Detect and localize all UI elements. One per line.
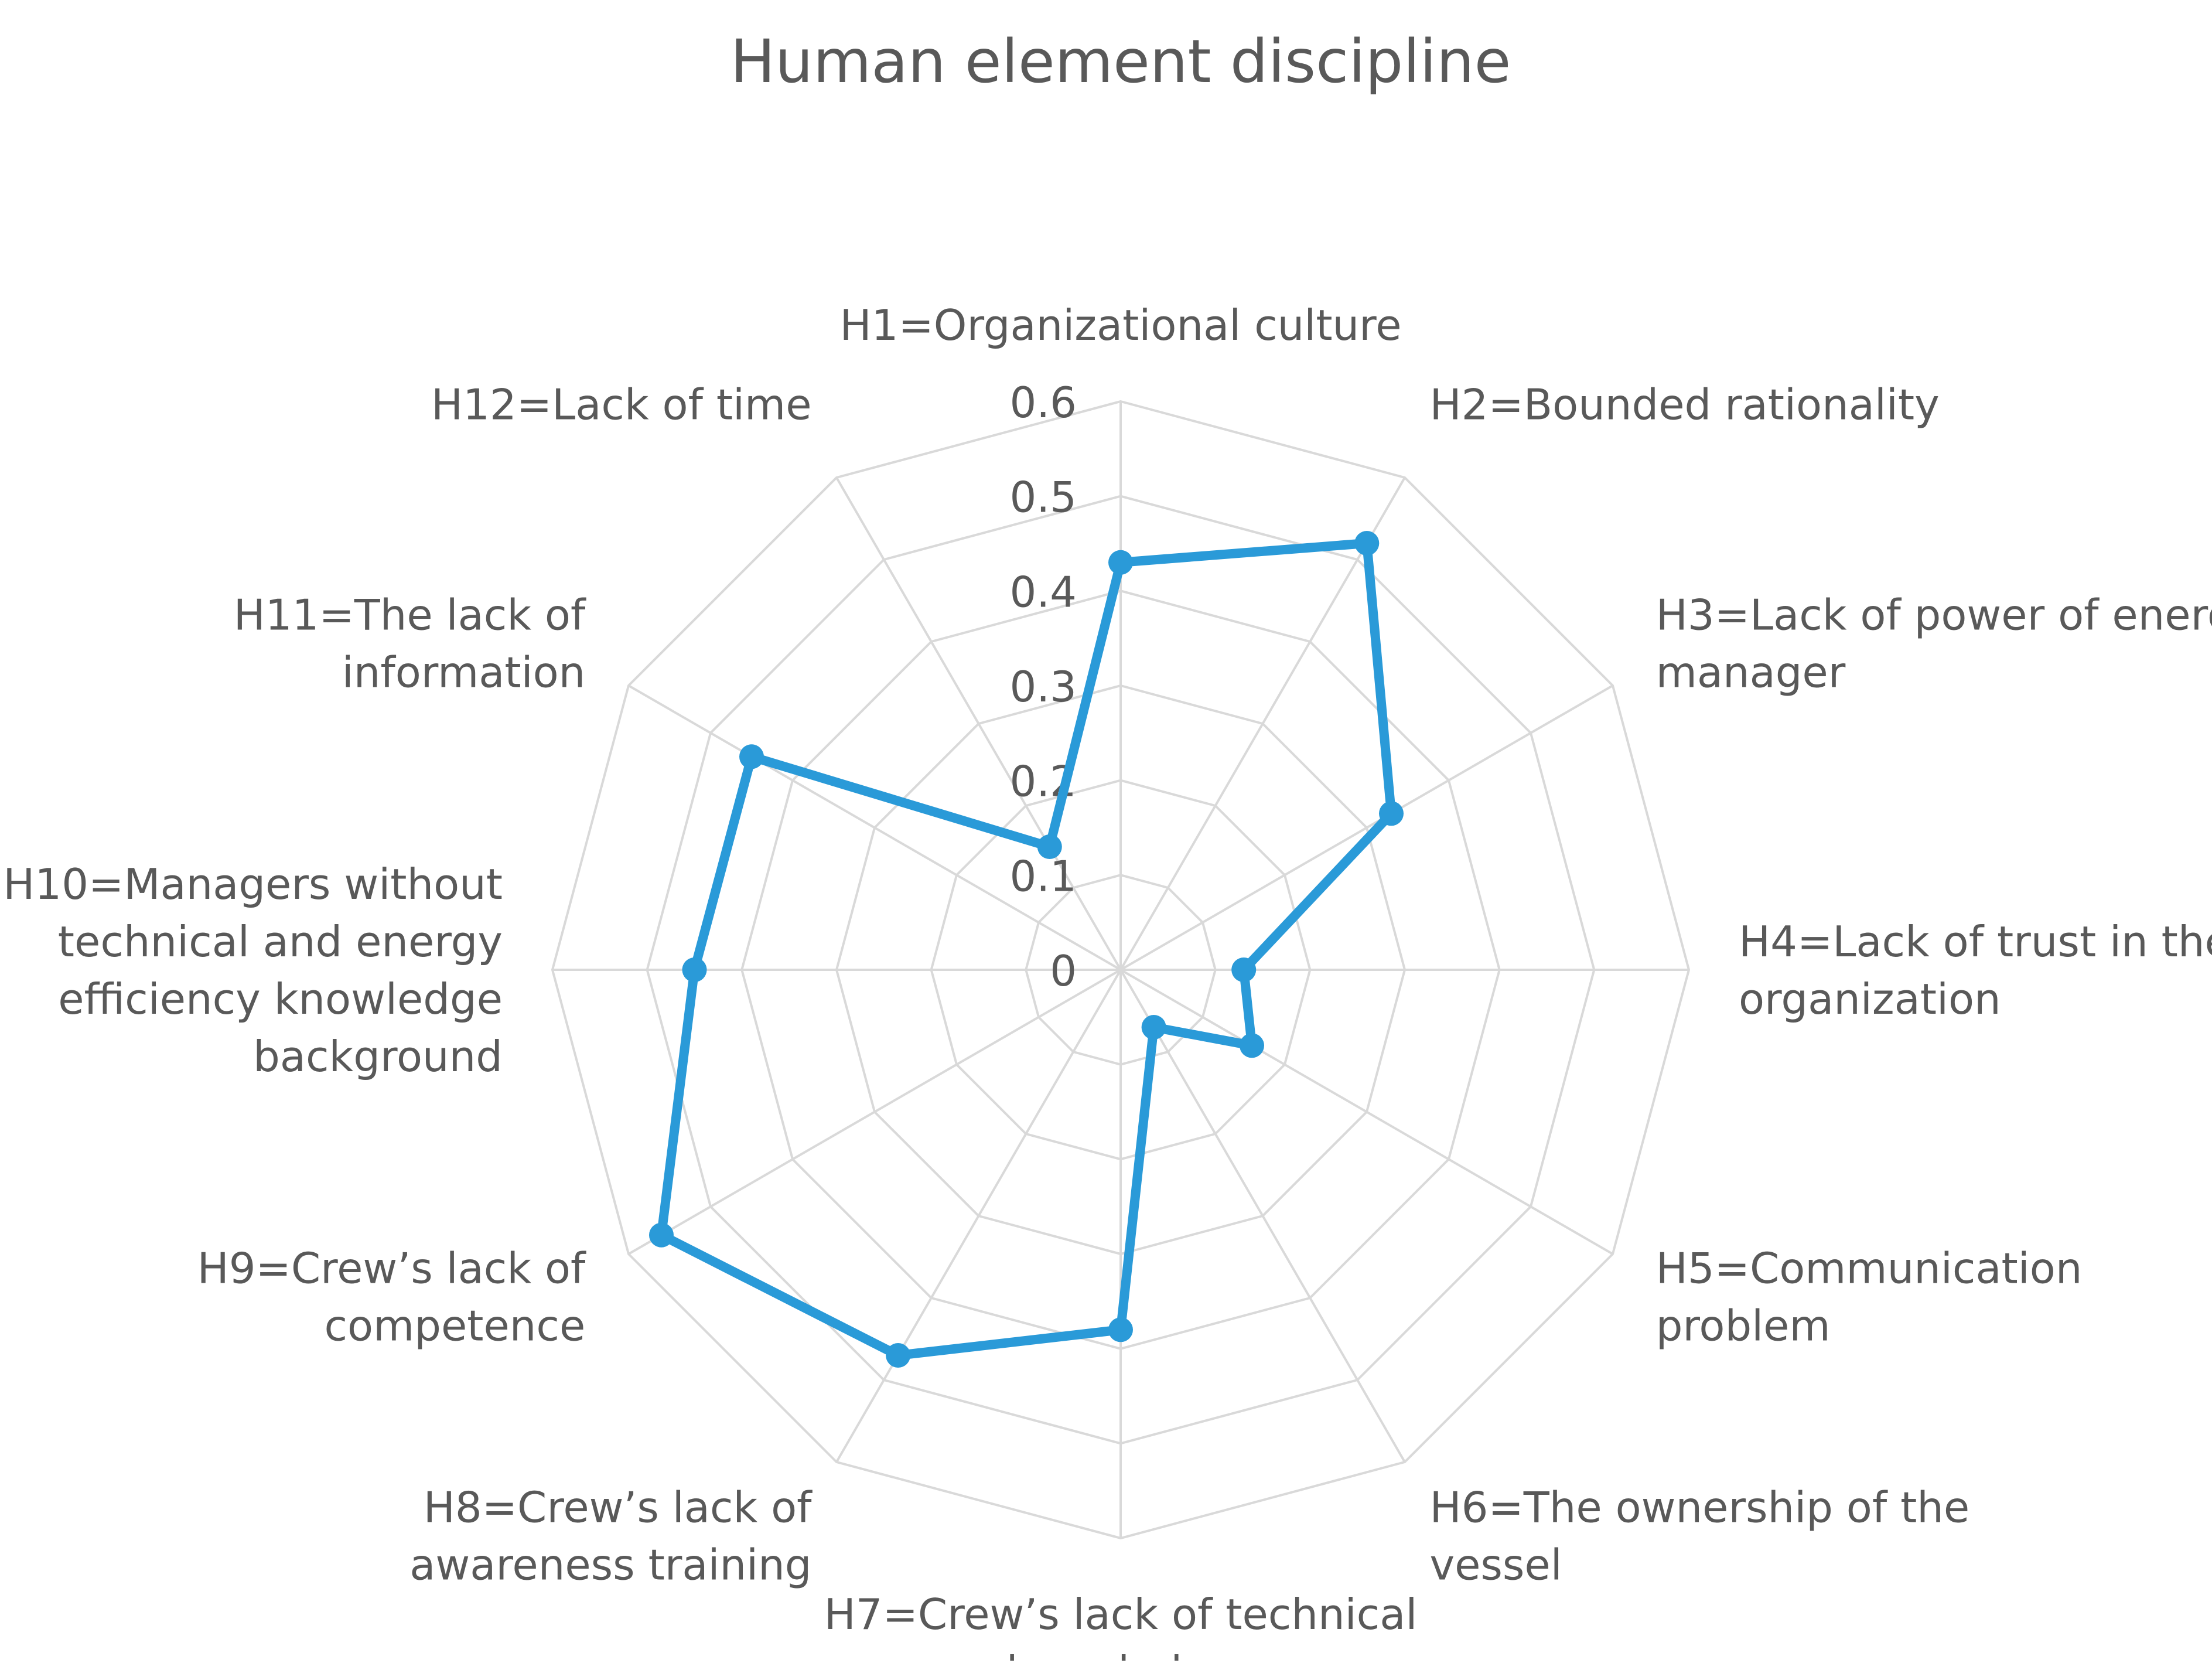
category-label-line: problem	[1656, 1301, 1831, 1351]
axis-spoke	[1119, 476, 1406, 971]
category-label-line: information	[342, 648, 586, 697]
category-label-line: H2=Bounded rationality	[1430, 380, 1940, 429]
data-point	[886, 1343, 911, 1368]
category-label-line: background	[253, 1032, 503, 1081]
category-label-line: H7=Crew’s lack of technical	[824, 1590, 1418, 1639]
category-label-line: H8=Crew’s lack of	[424, 1483, 813, 1532]
category-label-line: H10=Managers without	[3, 860, 503, 909]
tick-label: 0.6	[1009, 378, 1077, 427]
axis-spoke	[835, 476, 1122, 971]
category-label-line: H11=The lack of	[234, 591, 586, 640]
tick-label: 0.4	[1009, 567, 1077, 616]
category-label-line: H4=Lack of trust in the	[1739, 917, 2212, 966]
data-point	[1354, 531, 1380, 556]
category-label-line: efficiency knowledge	[58, 974, 503, 1024]
category-label-line: H1=Organizational culture	[840, 301, 1402, 350]
category-label: H4=Lack of trust in the organization	[1739, 917, 2212, 1024]
category-label-line: competence	[324, 1301, 585, 1351]
category-label: H8=Crew’s lack of awareness training	[409, 1483, 813, 1590]
category-label-line: H12=Lack of time	[431, 380, 811, 429]
category-label-line: organization	[1739, 974, 2001, 1024]
data-point	[682, 957, 707, 982]
category-label: H7=Crew’s lack of technical knowledge	[824, 1590, 1418, 1663]
axis-spoke	[835, 969, 1122, 1463]
axis-spoke	[1119, 969, 1614, 1255]
data-point	[1231, 957, 1257, 982]
tick-label: 0	[1050, 946, 1077, 996]
tick-label: 0.1	[1009, 851, 1077, 901]
category-label: H6=The ownership of the vessel	[1430, 1483, 1970, 1590]
tick-label: 0.5	[1009, 473, 1077, 522]
axis-spoke	[627, 684, 1122, 971]
category-label-line: H6=The ownership of the	[1430, 1483, 1970, 1532]
category-label: H2=Bounded rationality	[1430, 380, 1940, 429]
radar-axes	[552, 401, 1689, 1538]
category-label: H1=Organizational culture	[840, 301, 1402, 350]
data-point	[1108, 1317, 1133, 1342]
radar-category-labels: H1=Organizational culture H2=Bounded rati…	[3, 301, 2212, 1663]
axis-spoke	[627, 969, 1122, 1255]
axis-spoke	[1119, 969, 1406, 1463]
data-point	[1108, 550, 1133, 575]
category-label-line: H9=Crew’s lack of	[197, 1244, 586, 1293]
chart-title: Human element discipline	[730, 27, 1511, 97]
data-point	[1379, 801, 1404, 826]
category-label-line: knowledge	[1006, 1647, 1235, 1661]
data-point	[1240, 1033, 1264, 1058]
radar-series	[649, 531, 1404, 1368]
category-label-line: manager	[1656, 648, 1846, 697]
data-point	[1037, 834, 1062, 859]
axis-spoke	[1119, 684, 1614, 971]
category-label: H3=Lack of power of energy manager	[1656, 591, 2212, 697]
category-label: H5=Communication problem	[1656, 1244, 2083, 1351]
tick-label: 0.3	[1009, 662, 1077, 711]
category-label: H11=The lack of information	[234, 591, 586, 697]
category-label-line: technical and energy	[58, 917, 503, 966]
data-point	[739, 744, 764, 769]
category-label-line: H5=Communication	[1656, 1244, 2083, 1293]
category-label: H10=Managers without technical and energy…	[3, 860, 503, 1081]
category-label-line: vessel	[1430, 1541, 1562, 1590]
category-label: H12=Lack of time	[431, 380, 811, 429]
radar-tick-labels: 00.10.20.30.40.50.6	[1009, 378, 1077, 996]
data-point	[649, 1222, 674, 1248]
data-point	[1141, 1015, 1166, 1040]
category-label-line: awareness training	[409, 1541, 811, 1590]
category-label: H9=Crew’s lack of competence	[197, 1244, 586, 1351]
category-label-line: H3=Lack of power of energy	[1656, 591, 2212, 640]
